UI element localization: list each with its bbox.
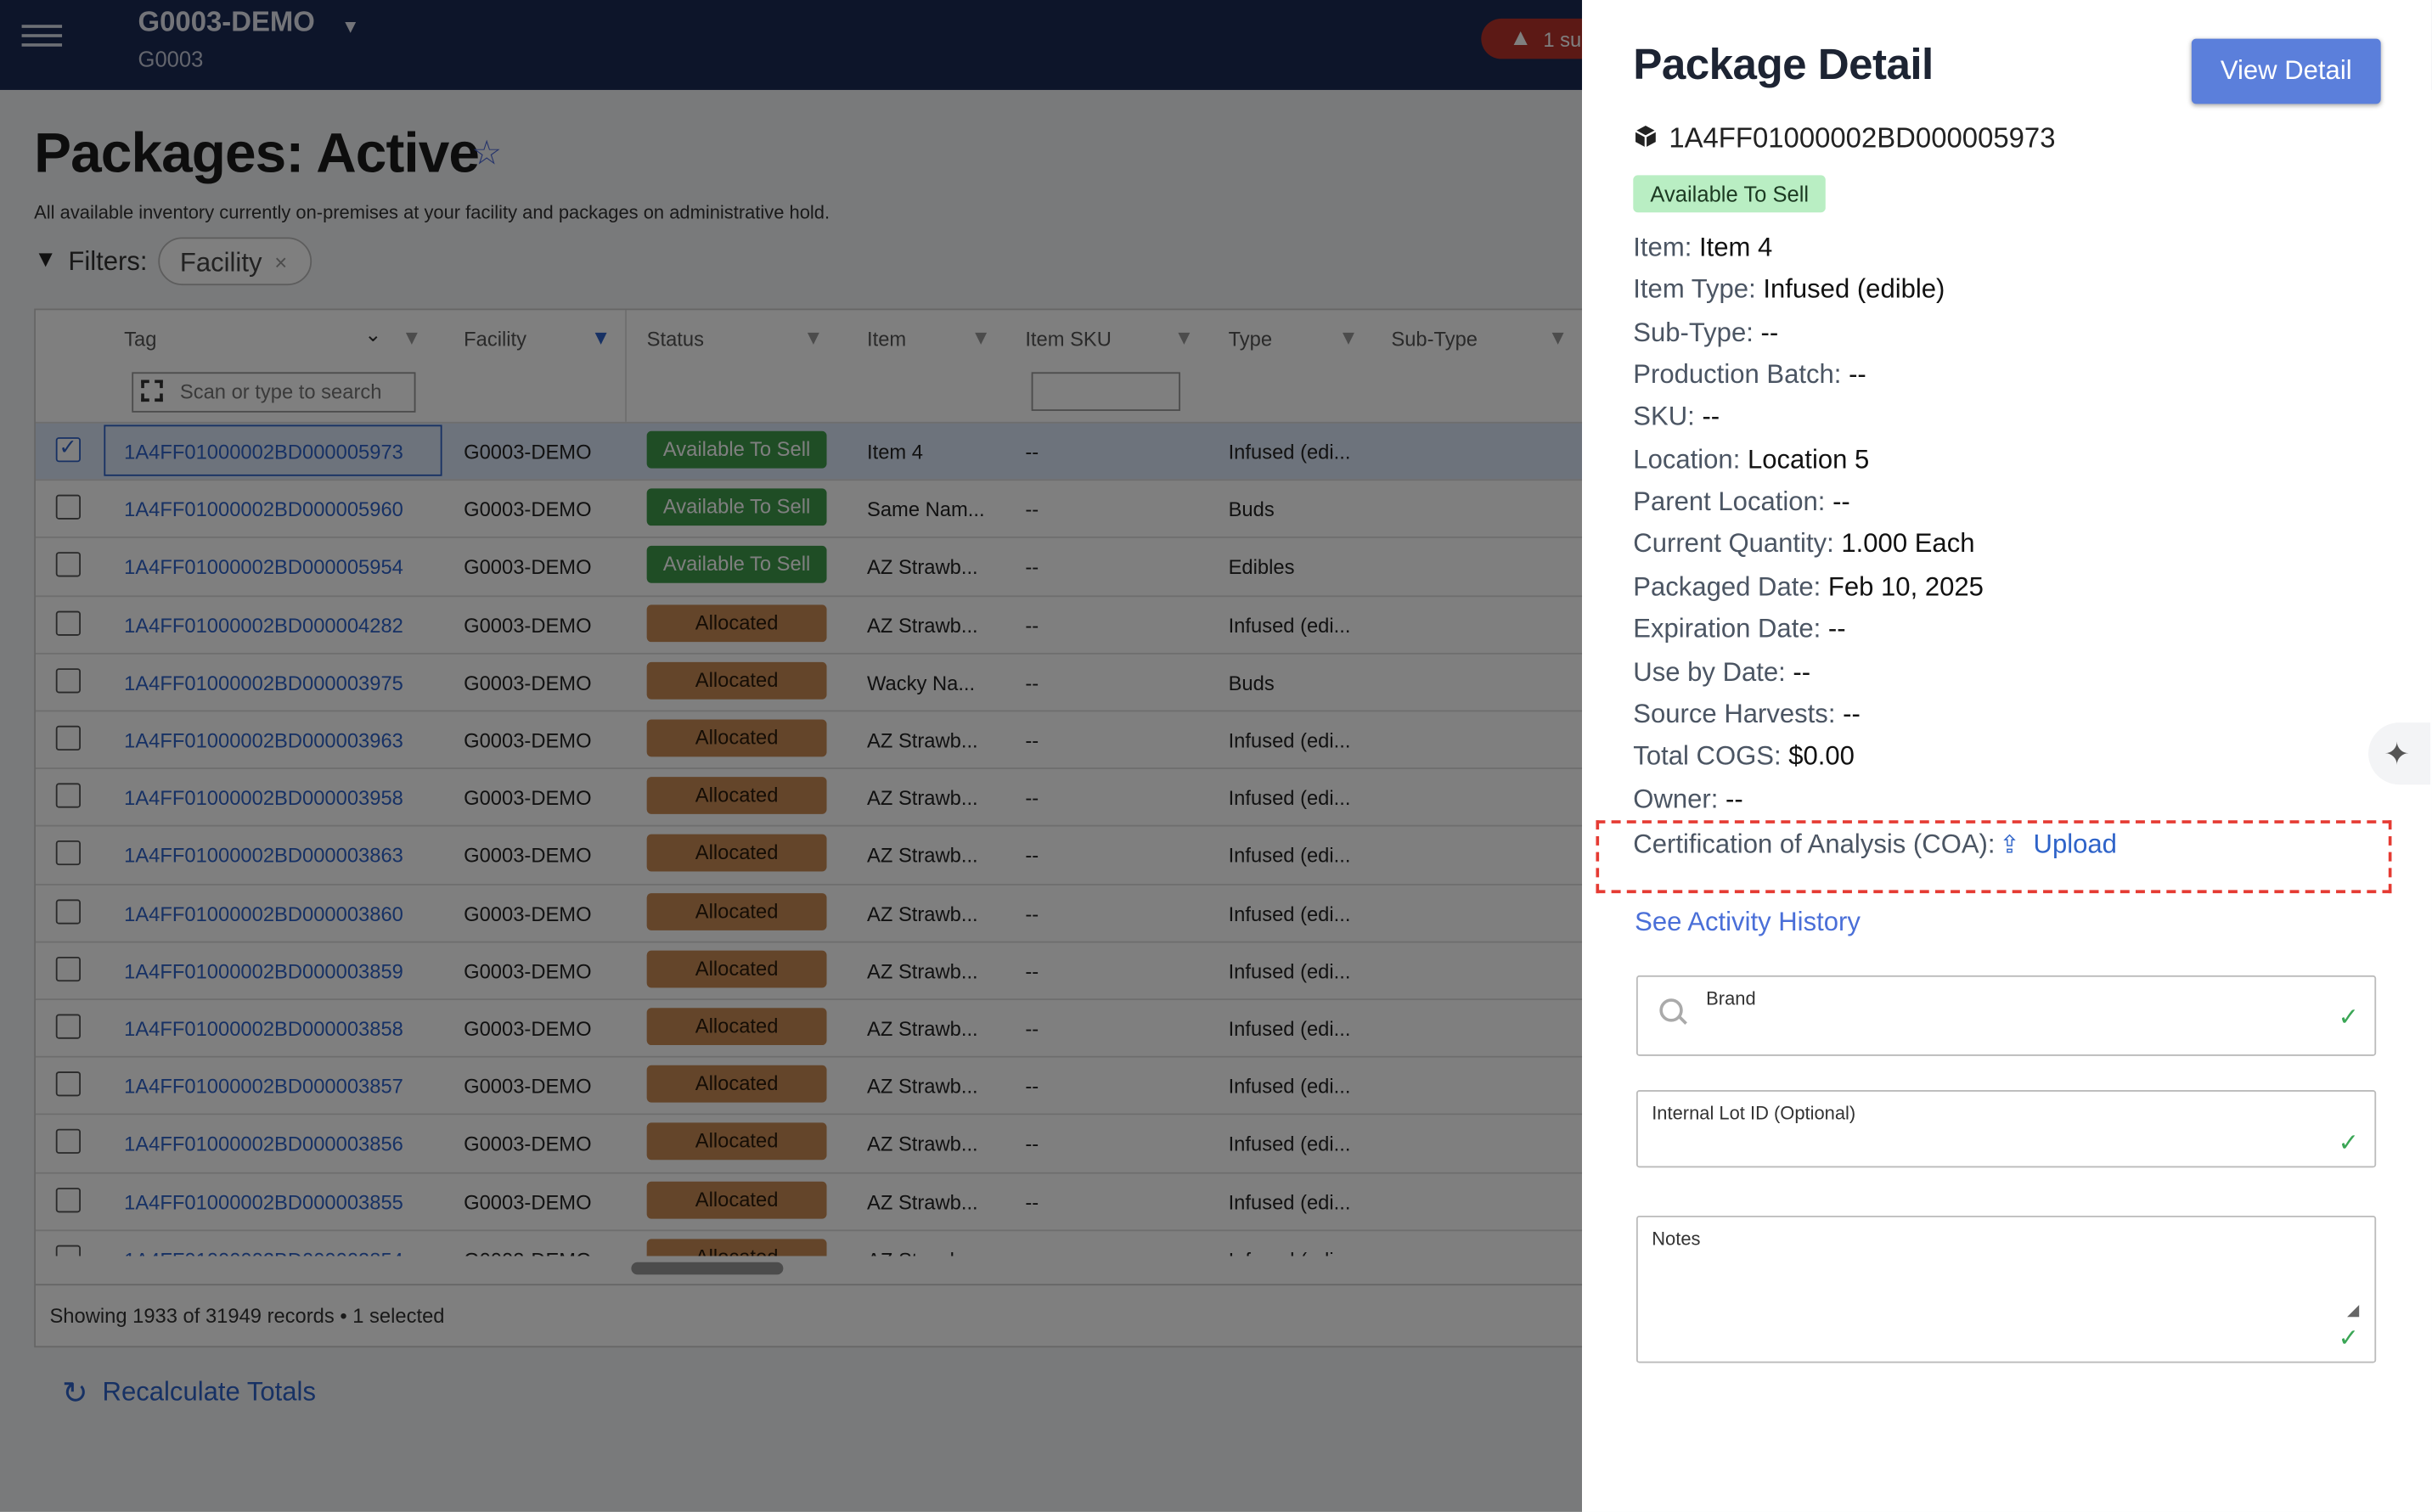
field-key: Use by Date: [1633,656,1786,687]
field-value: -- [1843,699,1861,729]
field-value: $0.00 [1788,741,1855,772]
field-key: Packaged Date: [1633,571,1821,602]
panel-title: Package Detail [1633,40,1934,89]
detail-field: Item Type: Infused (edible) [1633,275,1945,306]
ai-assistant-button[interactable]: ✦ [2368,722,2431,785]
field-key: SKU: [1633,402,1695,432]
detail-field: Current Quantity: 1.000 Each [1633,530,1974,561]
detail-field: Production Batch: -- [1633,360,1866,391]
detail-field: Use by Date: -- [1633,657,1810,689]
status-badge: Available To Sell [1633,175,1827,213]
detail-field: Sub-Type: -- [1633,318,1778,349]
field-key: Sub-Type: [1633,317,1754,347]
field-key: Expiration Date: [1633,614,1821,644]
field-value: Item 4 [1698,232,1773,262]
check-icon: ✓ [2338,1130,2360,1157]
field-value: Infused (edible) [1763,274,1945,305]
coa-upload-link[interactable]: Upload [2033,829,2117,859]
coa-highlight-box [1596,820,2392,894]
field-value: -- [1827,614,1846,644]
detail-field: SKU: -- [1633,402,1720,434]
upload-icon[interactable]: ⇪ [1999,832,2020,859]
detail-field: Parent Location: -- [1633,487,1849,519]
internal-lot-id-field[interactable]: Internal Lot ID (Optional) ✓ [1635,1090,2377,1168]
field-value: 1.000 Each [1841,529,1975,559]
detail-field: Total COGS: $0.00 [1633,741,1855,773]
coa-label: Certification of Analysis (COA): [1633,829,1996,859]
field-value: -- [1793,656,1811,687]
notes-label: Notes [1652,1228,1701,1251]
detail-field: Owner: -- [1633,784,1742,815]
field-key: Location: [1633,444,1741,475]
package-detail-panel: Package Detail View Detail 1A4FF01000002… [1582,0,2432,1512]
field-value: -- [1725,784,1743,814]
sparkle-icon: ✦ [2384,738,2410,773]
detail-field: Packaged Date: Feb 10, 2025 [1633,572,1984,604]
lot-id-label: Internal Lot ID (Optional) [1652,1102,1856,1125]
field-key: Parent Location: [1633,486,1826,517]
field-key: Production Batch: [1633,359,1842,390]
brand-label: Brand [1706,987,1756,1010]
detail-field: Item: Item 4 [1633,233,1772,264]
detail-field: Source Harvests: -- [1633,699,1860,730]
detail-field: Expiration Date: -- [1633,615,1845,646]
field-value: -- [1849,359,1866,390]
field-key: Item: [1633,232,1692,262]
field-value: -- [1760,317,1779,347]
package-icon [1635,125,1657,148]
modal-overlay[interactable] [0,0,1583,1512]
search-icon [1659,998,1683,1022]
field-key: Source Harvests: [1633,699,1836,729]
brand-field[interactable]: Brand ✓ [1635,975,2377,1056]
field-key: Item Type: [1633,274,1756,305]
resize-handle-icon[interactable]: ◢ [2347,1302,2360,1320]
detail-field: Location: Location 5 [1633,445,1869,476]
field-key: Total COGS: [1633,741,1782,772]
activity-history-link[interactable]: See Activity History [1635,907,1861,937]
field-value: Feb 10, 2025 [1827,571,1984,602]
view-detail-button[interactable]: View Detail [2191,38,2381,104]
check-icon: ✓ [2338,1325,2360,1352]
field-value: Location 5 [1747,444,1870,475]
field-value: -- [1702,402,1720,432]
package-tag: 1A4FF01000002BD000005973 [1669,122,2056,154]
field-value: -- [1832,486,1850,517]
notes-field[interactable]: Notes ◢ ✓ [1635,1215,2377,1363]
check-icon: ✓ [2338,1004,2360,1031]
field-key: Current Quantity: [1633,529,1834,559]
field-key: Owner: [1633,784,1719,814]
